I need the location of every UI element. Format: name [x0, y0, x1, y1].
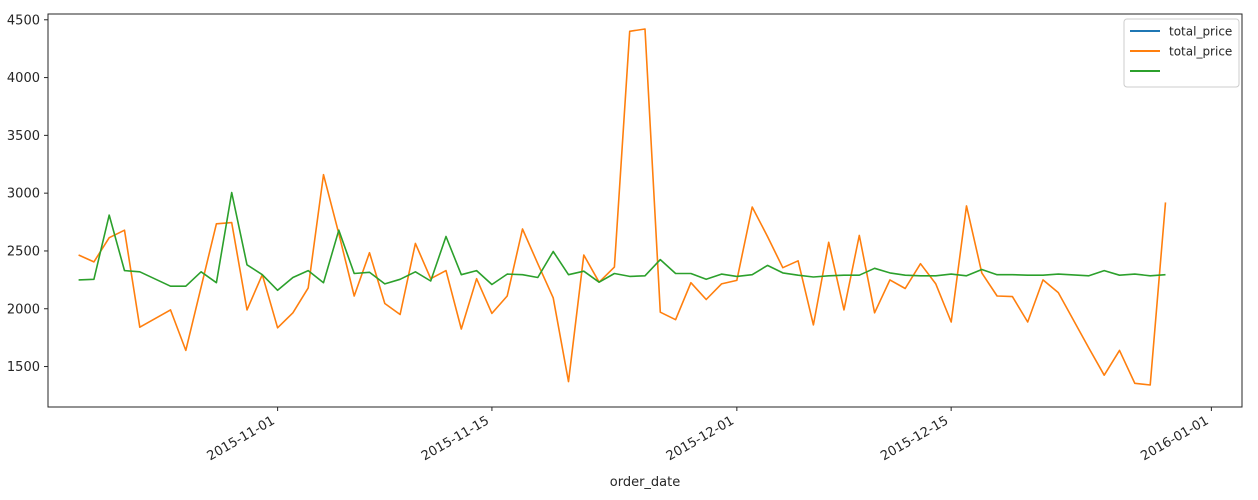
y-tick-label: 3000 — [7, 187, 40, 202]
x-axis-title: order_date — [610, 475, 680, 490]
legend-label: total_price — [1169, 45, 1232, 59]
x-tick-label: 2015-12-15 — [878, 413, 951, 464]
legend: total_price total_price — [1123, 18, 1240, 88]
y-tick-label: 1500 — [7, 360, 40, 375]
x-axis: 2015-11-01 2015-11-15 2015-12-01 2015-12-15… — [205, 407, 1212, 464]
y-tick-label: 4500 — [7, 13, 40, 28]
y-tick-label: 2000 — [7, 302, 40, 317]
series-line-2 — [78, 191, 1166, 292]
x-tick-label: 2015-11-15 — [419, 413, 492, 464]
x-tick-label: 2016-01-01 — [1138, 413, 1211, 464]
series-lines — [78, 28, 1167, 386]
plot-area — [47, 13, 1243, 408]
x-tick-label: 2015-12-01 — [664, 413, 737, 464]
legend-label: total_price — [1169, 25, 1232, 39]
x-tick-label: 2015-11-01 — [205, 413, 278, 464]
y-tick-label: 2500 — [7, 244, 40, 259]
y-tick-label: 4000 — [7, 71, 40, 86]
y-tick-label: 3500 — [7, 129, 40, 144]
y-axis: 1500 2000 2500 3000 3500 4000 4500 — [7, 13, 48, 375]
series-line-1 — [78, 28, 1167, 386]
